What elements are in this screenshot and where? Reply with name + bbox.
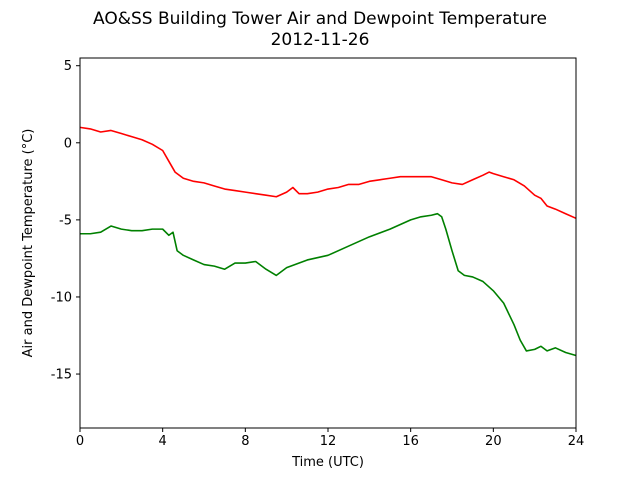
x-tick-label: 12 (320, 434, 337, 449)
x-tick-label: 20 (485, 434, 502, 449)
y-tick-label: -5 (59, 213, 72, 228)
x-tick-label: 4 (159, 434, 167, 449)
chart-subtitle: 2012-11-26 (271, 30, 370, 50)
x-axis-label: Time (UTC) (291, 455, 364, 470)
y-tick-label: -15 (51, 368, 72, 383)
y-axis: 5 0 -5 -10 -15 (51, 59, 80, 383)
chart-title: AO&SS Building Tower Air and Dewpoint Te… (93, 9, 547, 29)
x-axis: 0 4 8 12 16 20 24 (76, 428, 584, 449)
x-tick-label: 8 (241, 434, 249, 449)
y-tick-label: 0 (64, 136, 72, 151)
y-tick-label: 5 (64, 59, 72, 74)
x-tick-label: 0 (76, 434, 84, 449)
y-tick-label: -10 (51, 290, 72, 305)
series-line-dewpoint (80, 212, 577, 357)
series-line-air (79, 126, 577, 220)
x-tick-label: 24 (568, 434, 585, 449)
x-tick-label: 16 (402, 434, 419, 449)
y-axis-label: Air and Dewpoint Temperature (°C) (21, 129, 36, 358)
